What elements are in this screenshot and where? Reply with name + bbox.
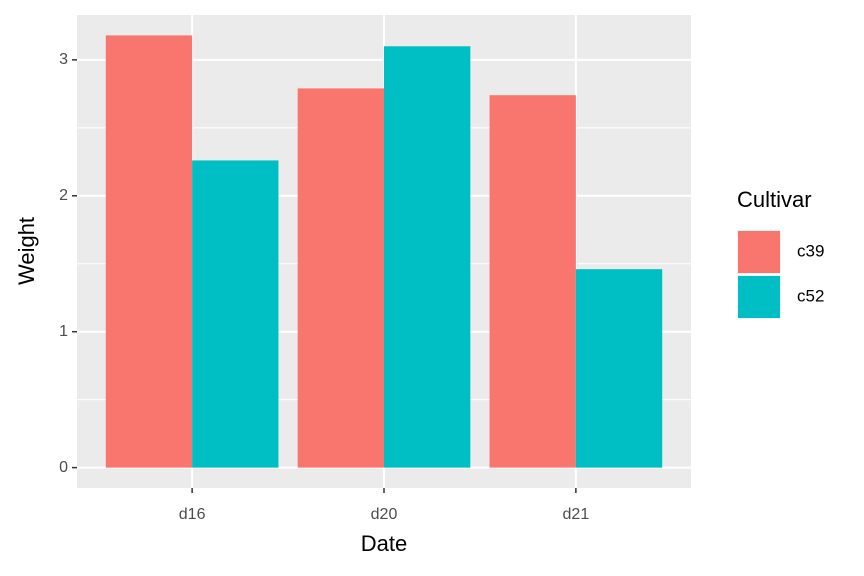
y-tick-label: 3 bbox=[59, 51, 68, 68]
x-tick-label: d20 bbox=[371, 506, 398, 523]
y-tick-label: 0 bbox=[59, 459, 68, 476]
bar bbox=[384, 46, 471, 468]
legend-swatch bbox=[738, 276, 780, 318]
bar bbox=[105, 35, 193, 468]
bar bbox=[489, 95, 576, 468]
legend-label: c39 bbox=[797, 241, 824, 260]
bar bbox=[297, 88, 384, 468]
y-tick-label: 1 bbox=[59, 323, 68, 340]
x-axis-title: Date bbox=[361, 531, 407, 556]
y-axis-title: Weight bbox=[14, 217, 39, 285]
legend-label: c52 bbox=[797, 286, 824, 305]
y-tick-label: 2 bbox=[59, 187, 68, 204]
bar bbox=[575, 269, 663, 468]
legend-swatch bbox=[738, 231, 780, 273]
x-tick-label: d21 bbox=[563, 506, 590, 523]
legend-title: Cultivar bbox=[737, 187, 812, 212]
x-tick-label: d16 bbox=[179, 506, 206, 523]
bar bbox=[192, 160, 279, 468]
